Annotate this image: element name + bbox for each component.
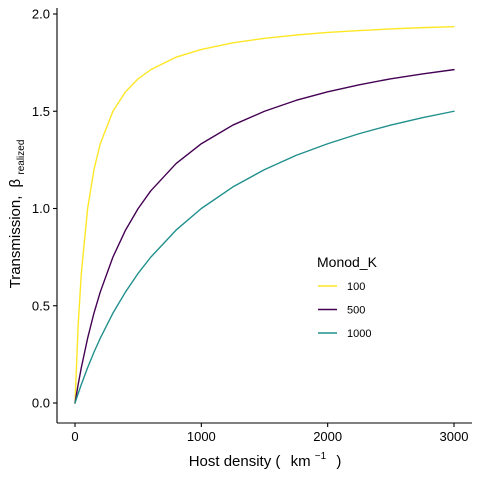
x-axis-title-prefix: Host density ( bbox=[189, 453, 281, 470]
x-tick-label: 2000 bbox=[313, 429, 342, 444]
y-tick-label: 2.0 bbox=[32, 7, 50, 22]
y-axis-title-subscript: realized bbox=[16, 140, 27, 175]
series-line-500 bbox=[74, 68, 455, 404]
x-tick-label: 0 bbox=[71, 429, 78, 444]
series-line-1000 bbox=[74, 110, 455, 404]
y-axis-title-symbol: β bbox=[7, 178, 24, 187]
y-axis-ticks: 0.0 0.5 1.0 1.5 2.0 bbox=[32, 7, 57, 411]
plot-lines bbox=[74, 25, 455, 404]
legend-title: Monod_K bbox=[317, 254, 378, 270]
y-tick-label: 0.5 bbox=[32, 298, 50, 313]
y-tick-label: 1.0 bbox=[32, 201, 50, 216]
legend-label-1000: 1000 bbox=[347, 328, 371, 340]
legend-label-100: 100 bbox=[347, 281, 365, 293]
legend-label-500: 500 bbox=[347, 305, 365, 317]
x-axis-title-exponent: −1 bbox=[315, 451, 327, 462]
x-tick-label: 1000 bbox=[187, 429, 216, 444]
x-axis-ticks: 0 1000 2000 3000 bbox=[71, 423, 468, 444]
y-axis-title: Transmission, β realized bbox=[7, 140, 27, 289]
x-axis-title: Host density ( km −1 ) bbox=[189, 446, 342, 470]
y-axis-title-prefix: Transmission, bbox=[7, 196, 24, 289]
series-line-100 bbox=[74, 25, 455, 404]
x-axis-title-unit: km bbox=[291, 453, 311, 470]
y-tick-label: 0.0 bbox=[32, 396, 50, 411]
y-tick-label: 1.5 bbox=[32, 104, 50, 119]
legend: 100 500 1000 bbox=[318, 281, 371, 340]
x-tick-label: 3000 bbox=[440, 429, 469, 444]
x-axis-title-suffix: ) bbox=[336, 453, 341, 470]
